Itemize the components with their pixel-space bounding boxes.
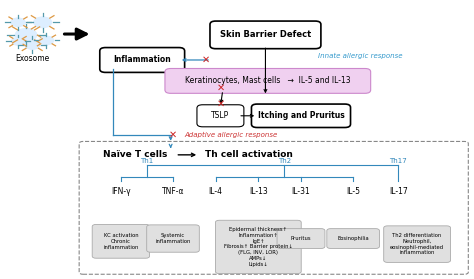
Text: TSLP: TSLP bbox=[211, 111, 229, 120]
Text: IL-17: IL-17 bbox=[389, 187, 408, 196]
FancyBboxPatch shape bbox=[277, 229, 325, 249]
Text: Adaptive allergic response: Adaptive allergic response bbox=[185, 132, 278, 138]
Text: Naïve T cells: Naïve T cells bbox=[103, 150, 167, 159]
FancyBboxPatch shape bbox=[100, 47, 184, 72]
Text: TNF-α: TNF-α bbox=[162, 187, 184, 196]
Text: ✕: ✕ bbox=[202, 55, 210, 65]
Circle shape bbox=[24, 40, 40, 49]
Text: Innate allergic response: Innate allergic response bbox=[318, 53, 402, 59]
Text: Keratinocytes, Mast cells   →  IL-5 and IL-13: Keratinocytes, Mast cells → IL-5 and IL-… bbox=[185, 76, 351, 85]
FancyBboxPatch shape bbox=[197, 105, 244, 127]
FancyBboxPatch shape bbox=[215, 220, 301, 273]
Circle shape bbox=[15, 29, 36, 41]
Text: Eosinophilia: Eosinophilia bbox=[337, 236, 369, 241]
Text: ✕: ✕ bbox=[216, 98, 225, 108]
FancyBboxPatch shape bbox=[251, 104, 350, 128]
FancyBboxPatch shape bbox=[92, 224, 149, 258]
FancyBboxPatch shape bbox=[147, 225, 199, 252]
Text: Epidermal thickness↑
Inflammation↑
IgE↑
Fibrosis↑ Barrier protein↓
(FLG, INV, LO: Epidermal thickness↑ Inflammation↑ IgE↑ … bbox=[224, 227, 293, 267]
Circle shape bbox=[39, 36, 54, 45]
Circle shape bbox=[11, 18, 25, 27]
Text: Th17: Th17 bbox=[389, 158, 407, 164]
Text: Th2: Th2 bbox=[278, 158, 291, 164]
Circle shape bbox=[11, 37, 25, 45]
FancyBboxPatch shape bbox=[165, 69, 371, 93]
FancyBboxPatch shape bbox=[327, 229, 379, 249]
Text: Exosome: Exosome bbox=[15, 54, 49, 63]
Circle shape bbox=[34, 17, 52, 28]
Text: IL-13: IL-13 bbox=[249, 187, 268, 196]
Text: IL-31: IL-31 bbox=[292, 187, 310, 196]
Text: Systemic
inflammation: Systemic inflammation bbox=[155, 233, 191, 244]
Text: ✕: ✕ bbox=[169, 130, 177, 140]
Text: IL-5: IL-5 bbox=[346, 187, 360, 196]
Text: Skin Barrier Defect: Skin Barrier Defect bbox=[220, 30, 311, 39]
Text: Itching and Pruritus: Itching and Pruritus bbox=[257, 111, 345, 120]
Text: Th cell activation: Th cell activation bbox=[205, 150, 293, 159]
FancyBboxPatch shape bbox=[210, 21, 321, 49]
FancyBboxPatch shape bbox=[383, 226, 450, 262]
Text: IFN-γ: IFN-γ bbox=[111, 187, 131, 196]
Text: Th2 differentiation
Neutrophil,
eosinophil-mediated
inflammation: Th2 differentiation Neutrophil, eosinoph… bbox=[390, 233, 444, 255]
Text: Th1: Th1 bbox=[140, 158, 154, 164]
Text: IL-4: IL-4 bbox=[209, 187, 223, 196]
Text: Inflammation: Inflammation bbox=[113, 56, 171, 64]
Text: ✕: ✕ bbox=[216, 83, 225, 93]
Text: KC activation
Chronic
inflammation: KC activation Chronic inflammation bbox=[103, 233, 138, 250]
Text: Pruritus: Pruritus bbox=[291, 236, 311, 241]
